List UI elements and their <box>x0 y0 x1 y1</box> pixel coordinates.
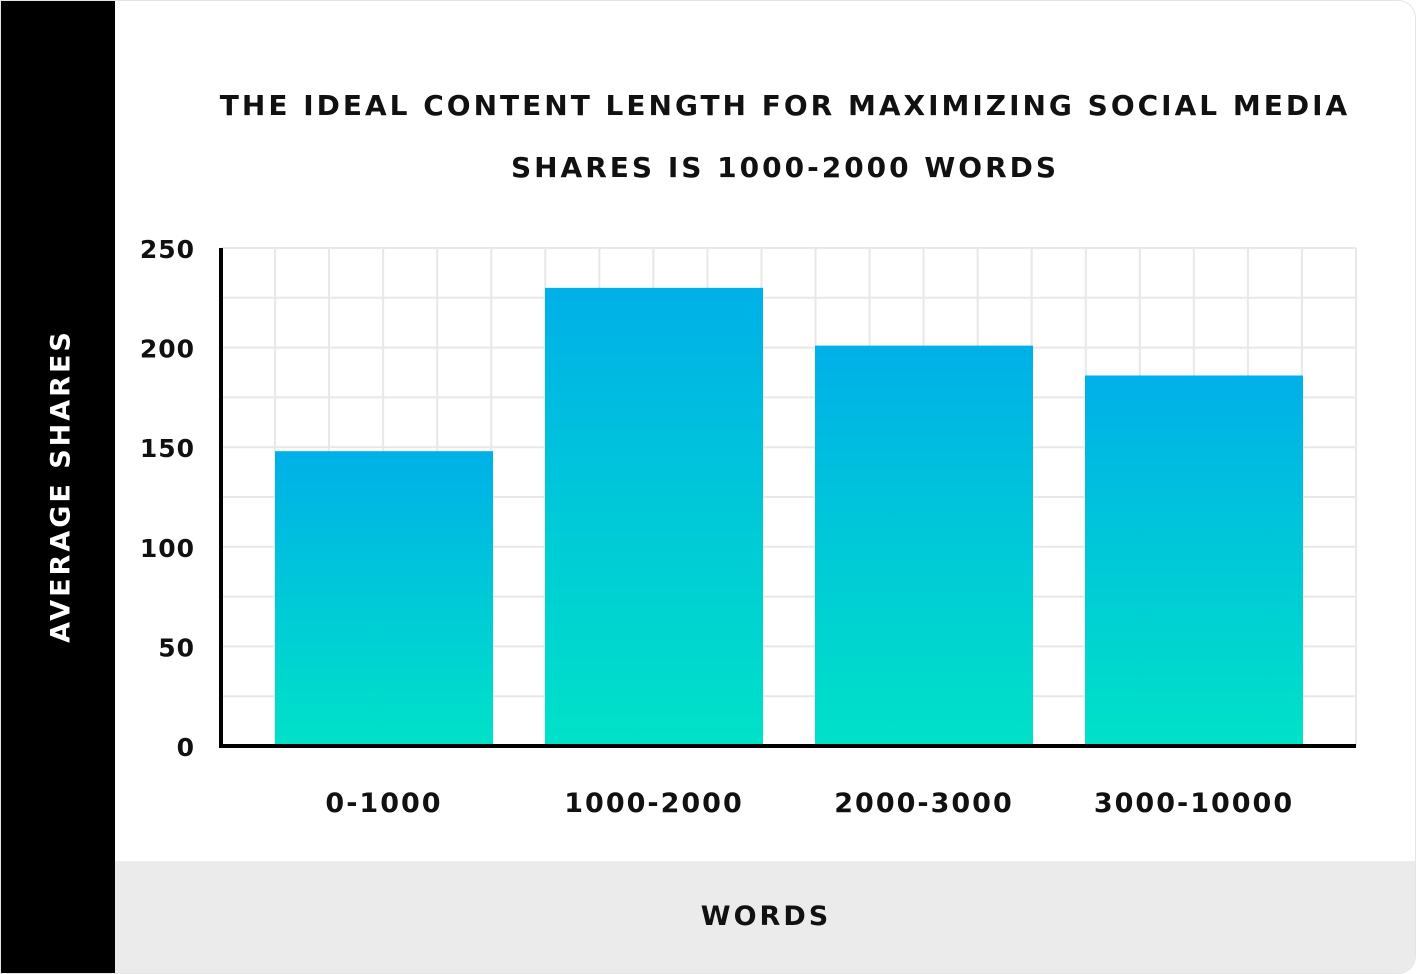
y-tick-label: 250 <box>140 235 195 264</box>
x-tick-label: 0-1000 <box>325 788 442 819</box>
y-tick-label: 150 <box>140 434 195 463</box>
x-axis-band: WORDS <box>115 861 1415 973</box>
x-tick-label: 3000-10000 <box>1094 788 1294 819</box>
bar-3000-10000 <box>1085 375 1303 746</box>
y-tick-label: 100 <box>140 534 195 563</box>
y-axis-band: AVERAGE SHARES <box>1 1 115 973</box>
y-tick-label: 200 <box>140 335 195 364</box>
bar-0-1000 <box>275 451 493 746</box>
x-tick-label: 2000-3000 <box>834 788 1014 819</box>
bar-2000-3000 <box>815 345 1033 746</box>
bar-1000-2000 <box>545 287 763 746</box>
y-tick-label: 0 <box>177 733 195 762</box>
chart-title: THE IDEAL CONTENT LENGTH FOR MAXIMIZING … <box>219 89 1351 184</box>
x-axis-label: WORDS <box>700 901 832 932</box>
x-tick-label: 1000-2000 <box>564 788 744 819</box>
y-tick-label: 50 <box>158 633 195 662</box>
